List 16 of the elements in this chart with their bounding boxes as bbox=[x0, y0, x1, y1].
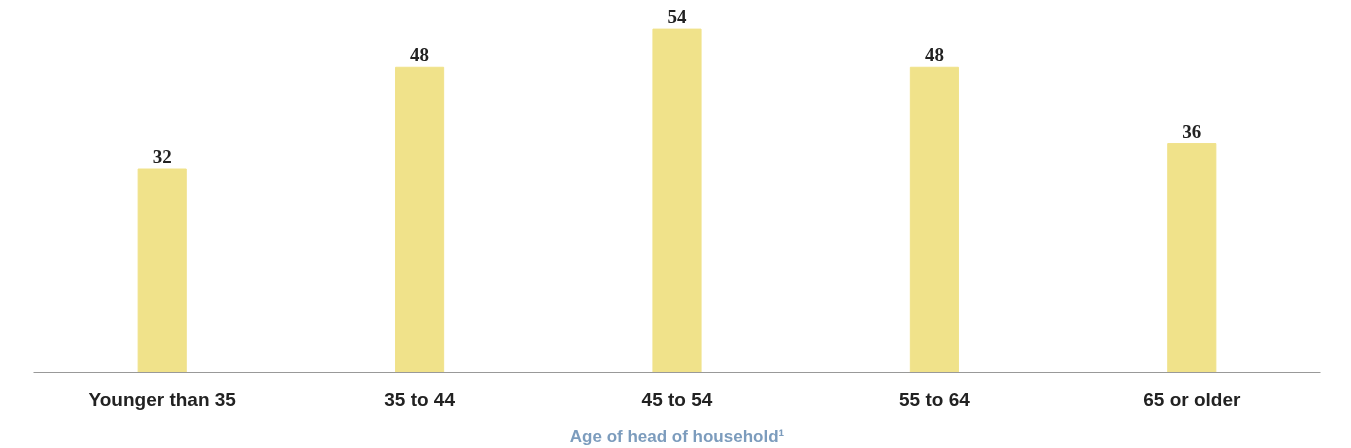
data-label: 48 bbox=[924, 44, 944, 66]
data-label: 48 bbox=[410, 44, 430, 66]
bar bbox=[137, 168, 187, 373]
x-tick-label: Younger than 35 bbox=[88, 388, 237, 410]
x-tick-label: 65 or older bbox=[1143, 388, 1241, 410]
bar bbox=[395, 66, 445, 373]
bar bbox=[1167, 143, 1217, 373]
bar bbox=[652, 28, 702, 373]
x-tick-label: 45 to 54 bbox=[641, 388, 713, 410]
data-label: 36 bbox=[1182, 120, 1202, 142]
x-axis-title: Age of head of household¹ bbox=[569, 426, 785, 446]
bar bbox=[909, 66, 959, 373]
data-label: 54 bbox=[667, 6, 687, 28]
x-tick-label: 35 to 44 bbox=[384, 388, 456, 410]
x-tick-label: 55 to 64 bbox=[899, 388, 971, 410]
data-label: 32 bbox=[152, 146, 172, 168]
